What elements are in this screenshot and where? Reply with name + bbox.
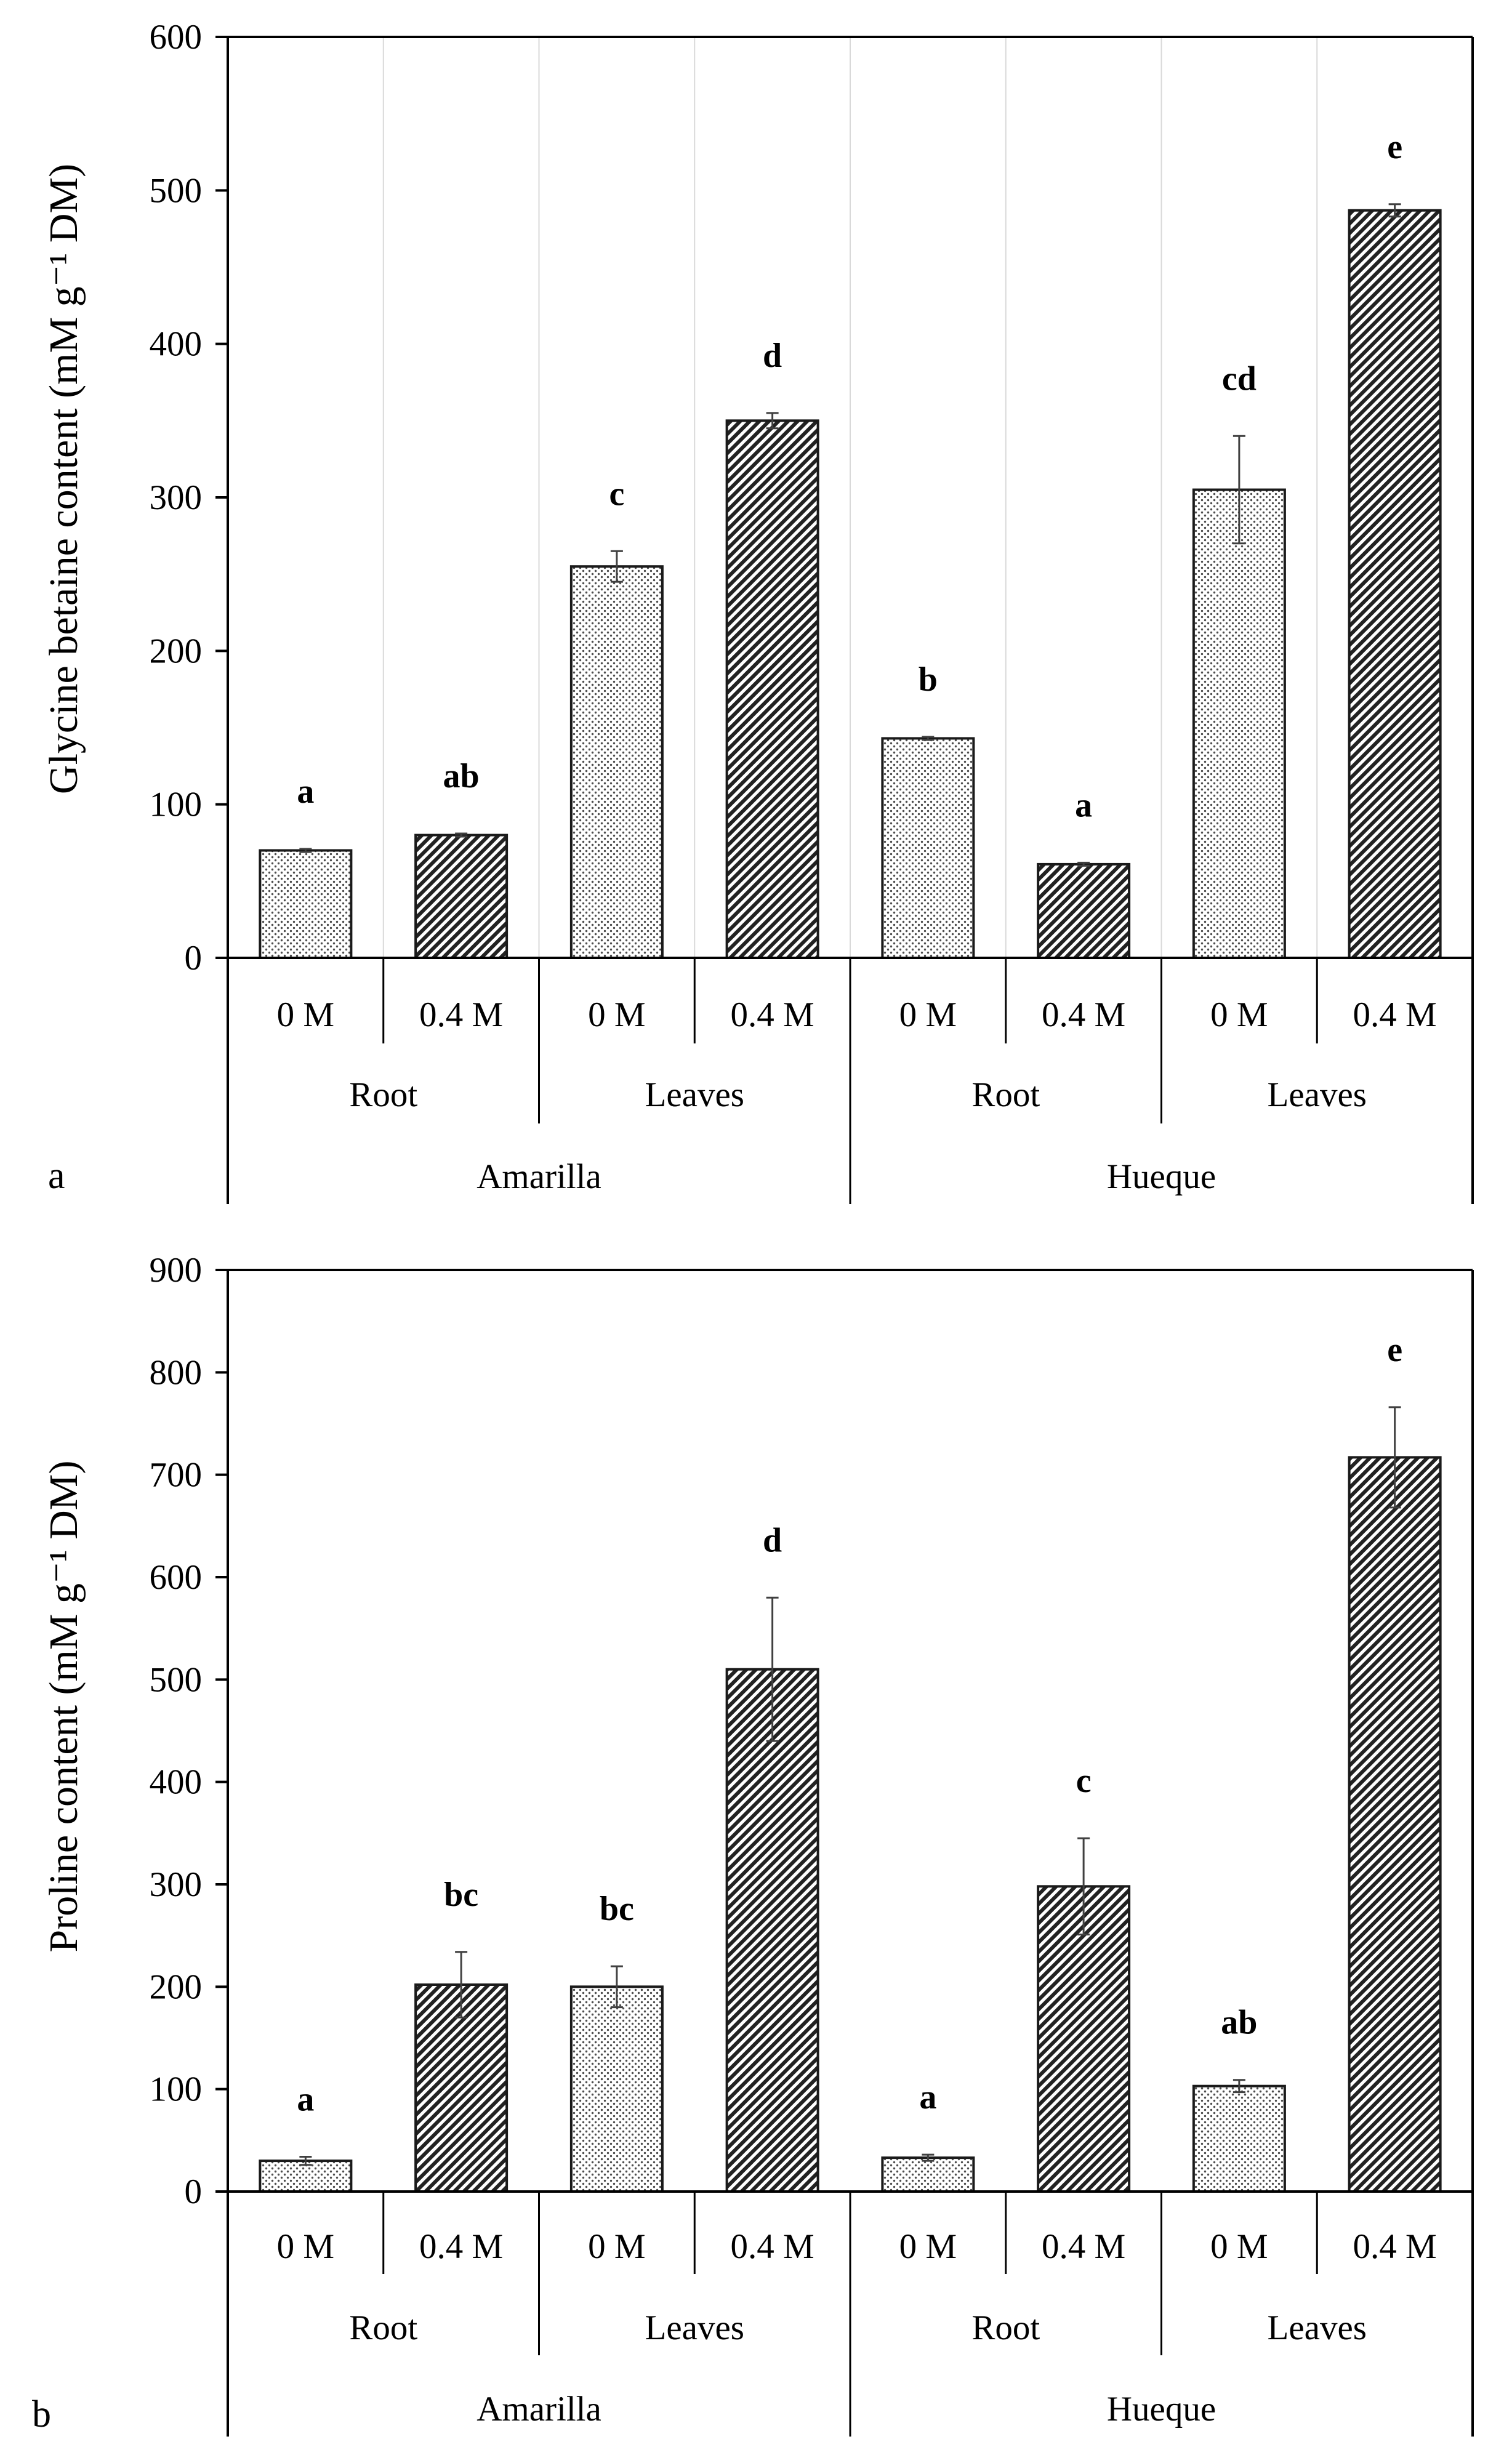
panel-label: a [48,1155,65,1197]
tissue-label: Leaves [1268,2308,1367,2347]
significance-label: d [763,1521,782,1559]
x-tick-label: 0 M [1210,995,1268,1034]
y-tick-group: 0 100 200 300 400 500 600 700 800 900 [150,1251,228,2211]
x-tick-label: 0 M [899,2227,957,2266]
x-tick-label: 0 M [277,995,334,1034]
significance-label: a [919,2078,936,2116]
significance-label: cd [1222,360,1257,398]
y-tick-label: 200 [150,1967,203,2006]
significance-label: bc [444,1876,478,1914]
bar [1348,1456,1442,2193]
y-tick-label: 500 [150,171,203,210]
bar [1037,862,1131,959]
x-tick-label: 0.4 M [419,2227,503,2266]
variety-label: Hueque [1107,1157,1216,1196]
x-tick-label: 0.4 M [731,2227,814,2266]
tissue-label: Root [349,2308,417,2347]
y-tick-label: 300 [150,478,203,517]
variety-label: Hueque [1107,2390,1216,2429]
significance-label: a [1075,786,1092,824]
y-tick-label: 400 [150,1763,203,1802]
significance-label: e [1387,1331,1402,1369]
x-tick-label: 0 M [588,995,645,1034]
significance-label: ab [443,757,480,795]
bar [725,419,819,959]
y-tick-label: 700 [150,1456,203,1495]
variety-label: Amarilla [477,1157,601,1196]
significance-label: e [1387,128,1402,166]
significance-label: bc [600,1890,634,1928]
significance-label: b [919,661,938,699]
tissue-label: Root [349,1075,417,1114]
tissue-label: Leaves [645,1075,744,1114]
panel-label: b [32,2393,51,2435]
x-tick-label: 0.4 M [1353,2227,1437,2266]
x-tick-label: 0.4 M [1042,2227,1125,2266]
bar [569,565,664,959]
y-tick-label: 600 [150,1558,203,1597]
y-tick-label: 600 [150,18,203,57]
x-category-group: 0 M 0.4 M 0 M 0.4 M 0 M 0.4 M 0 M 0.4 M Root Leav… [277,995,1437,1196]
y-tick-label: 800 [150,1353,203,1392]
x-category-group: 0 M 0.4 M 0 M 0.4 M 0 M 0.4 M 0 M 0.4 M Root Leav… [277,2227,1437,2429]
x-tick-label: 0 M [277,2227,334,2266]
bar [1348,209,1442,959]
significance-label: c [609,475,624,513]
tissue-label: Leaves [1268,1075,1367,1114]
bar-group [259,1456,1442,2193]
tissue-label: Root [971,2308,1040,2347]
x-tick-label: 0.4 M [1042,995,1125,1034]
bar [881,737,975,960]
axes [227,36,1474,1204]
error-bar-group [299,1406,1401,2166]
bar [1192,2084,1286,2193]
bar [725,1668,819,2193]
y-tick-label: 300 [150,1865,203,1904]
bar [414,834,509,959]
bar-group [259,209,1442,960]
x-tick-label: 0.4 M [1353,995,1437,1034]
y-tick-label: 200 [150,632,203,670]
tissue-label: Leaves [645,2308,744,2347]
significance-label-group: a bc bc d a c ab e [297,1331,1402,2119]
significance-label: a [297,773,314,811]
bar [569,1985,664,2193]
tissue-label: Root [971,1075,1040,1114]
significance-label: d [763,337,782,375]
x-tick-label: 0 M [899,995,957,1034]
axes [227,1269,1474,2437]
y-tick-label: 100 [150,2070,203,2109]
variety-label: Amarilla [477,2390,601,2429]
y-tick-label: 0 [185,2172,203,2211]
y-tick-label: 500 [150,1660,203,1699]
x-tick-label: 0 M [588,2227,645,2266]
y-tick-label: 0 [185,939,203,978]
x-tick-label: 0.4 M [731,995,814,1034]
grid-lines [382,37,1318,958]
y-tick-group: 0 100 200 300 400 500 600 [150,18,228,978]
bar [1037,1885,1131,2193]
bar [881,2156,975,2193]
x-tick-label: 0 M [1210,2227,1268,2266]
bar [1192,488,1286,959]
bar [259,849,353,960]
y-tick-label: 900 [150,1251,203,1290]
significance-label: a [297,2080,314,2118]
chart-panel-b: a bc bc d a c ab e 0 100 200 300 400 500 600 700 800 900… [32,1251,1474,2437]
significance-label: c [1076,1762,1092,1800]
error-bar-group [299,203,1401,867]
y-axis-label: Glycine betaine content (mM g⁻¹ DM) [41,164,86,794]
x-tick-label: 0.4 M [419,995,503,1034]
bar [414,1983,509,2193]
significance-label: ab [1221,2004,1257,2042]
y-axis-label: Proline content (mM g⁻¹ DM) [41,1461,86,1953]
y-tick-label: 400 [150,325,203,364]
y-tick-label: 100 [150,786,203,824]
